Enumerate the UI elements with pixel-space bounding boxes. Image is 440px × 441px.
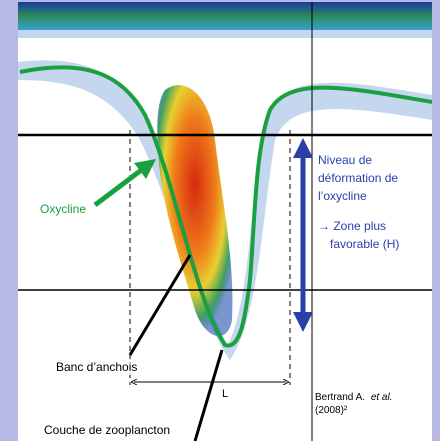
zone-label: favorable (H) [330,237,399,251]
oxycline-arrow [93,158,156,207]
zooplankton-label: Couche de zooplancton [44,423,170,437]
surface-band [18,2,432,30]
deformation-label: l’oxycline [318,189,367,203]
plankton-layer [18,60,432,361]
anchovy-school [157,85,233,337]
reference-etal: et al. [371,392,393,403]
width-label: L [222,388,228,400]
reference-author: Bertrand A. [315,392,365,403]
anchovy-label: Banc d’anchois [56,360,137,374]
pointer [128,254,192,356]
oxycline-label: Oxycline [40,202,86,216]
reference-year: (2008)² [315,405,348,416]
label-bg [52,359,144,375]
deformation-label: Niveau de [318,153,372,167]
zone-label: → Zone plus [318,219,386,233]
reference: Bertrand A. et al. [315,392,393,403]
pointer [193,349,224,441]
deformation-label: déformation de [318,171,398,185]
oxycline-curve [19,65,433,348]
surface-noise [18,30,432,38]
label-bg [40,422,190,438]
